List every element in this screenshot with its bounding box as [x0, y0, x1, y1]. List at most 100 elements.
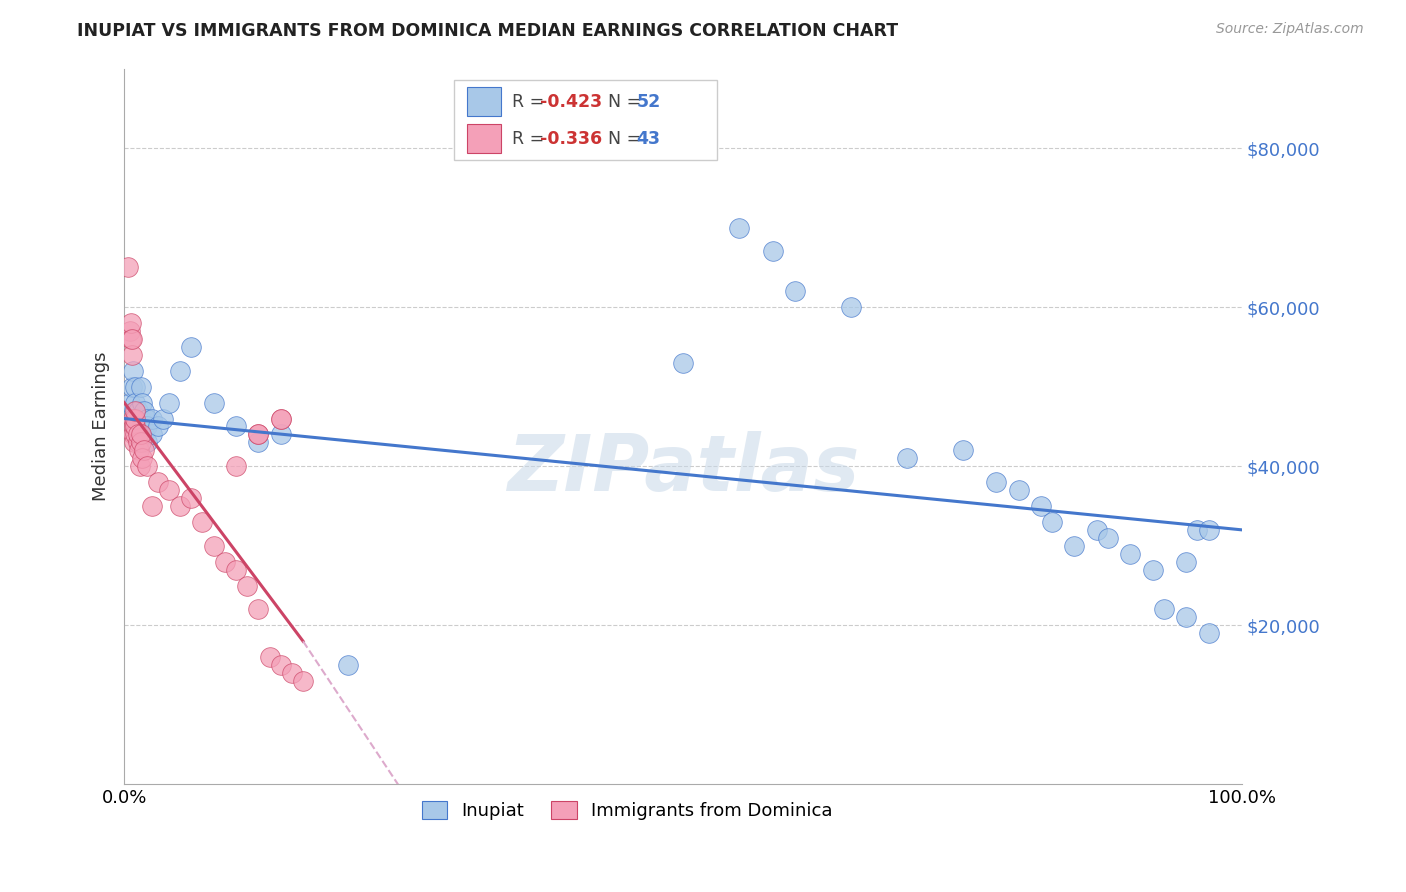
FancyBboxPatch shape — [467, 87, 501, 116]
Point — [1085, 523, 1108, 537]
Point — [124, 419, 146, 434]
Point — [122, 364, 145, 378]
Point — [135, 419, 157, 434]
Point — [122, 411, 145, 425]
Point — [1119, 547, 1142, 561]
Point — [247, 427, 270, 442]
Point — [1153, 602, 1175, 616]
FancyBboxPatch shape — [454, 80, 717, 161]
Point — [127, 427, 149, 442]
Point — [146, 475, 169, 490]
Point — [117, 260, 139, 275]
Point — [134, 403, 156, 417]
Point — [839, 300, 862, 314]
Point — [1142, 563, 1164, 577]
Point — [127, 427, 149, 442]
Point — [236, 578, 259, 592]
Text: -0.423: -0.423 — [540, 93, 602, 111]
Point — [1097, 531, 1119, 545]
Point — [127, 403, 149, 417]
Point — [259, 650, 281, 665]
Point — [129, 411, 152, 425]
Point — [225, 459, 247, 474]
Text: R =: R = — [512, 129, 550, 147]
Point — [128, 459, 150, 474]
Point — [141, 411, 163, 425]
Point — [247, 435, 270, 450]
Point — [270, 411, 292, 425]
Point — [129, 435, 152, 450]
Point — [225, 563, 247, 577]
Point — [118, 324, 141, 338]
Point — [336, 658, 359, 673]
Point — [270, 658, 292, 673]
Point — [1198, 626, 1220, 640]
Point — [180, 340, 202, 354]
Text: N =: N = — [609, 129, 647, 147]
Point — [169, 499, 191, 513]
Point — [783, 285, 806, 299]
Legend: Inupiat, Immigrants from Dominica: Inupiat, Immigrants from Dominica — [416, 796, 838, 825]
Point — [157, 483, 180, 497]
Point — [247, 427, 270, 442]
Text: ZIPatlas: ZIPatlas — [508, 432, 859, 508]
Point — [128, 443, 150, 458]
Point — [118, 395, 141, 409]
Point — [281, 666, 304, 681]
Point — [129, 380, 152, 394]
Text: 43: 43 — [636, 129, 661, 147]
Point — [135, 459, 157, 474]
Text: 52: 52 — [636, 93, 661, 111]
Point — [124, 419, 146, 434]
Point — [1187, 523, 1209, 537]
Point — [202, 395, 225, 409]
Point — [124, 380, 146, 394]
Text: N =: N = — [609, 93, 647, 111]
Point — [152, 411, 174, 425]
Point — [131, 395, 153, 409]
Point — [141, 427, 163, 442]
Point — [121, 380, 143, 394]
Point — [134, 427, 156, 442]
Point — [270, 427, 292, 442]
Point — [128, 419, 150, 434]
Point — [124, 427, 146, 442]
Point — [1040, 515, 1063, 529]
Point — [135, 435, 157, 450]
FancyBboxPatch shape — [467, 124, 501, 153]
Point — [122, 427, 145, 442]
Point — [292, 673, 315, 688]
Point — [146, 419, 169, 434]
Point — [124, 411, 146, 425]
Point — [1198, 523, 1220, 537]
Point — [1029, 499, 1052, 513]
Point — [134, 443, 156, 458]
Point — [270, 411, 292, 425]
Text: INUPIAT VS IMMIGRANTS FROM DOMINICA MEDIAN EARNINGS CORRELATION CHART: INUPIAT VS IMMIGRANTS FROM DOMINICA MEDI… — [77, 22, 898, 40]
Point — [1175, 610, 1198, 624]
Point — [127, 435, 149, 450]
Point — [124, 411, 146, 425]
Point — [120, 332, 142, 346]
Point — [124, 403, 146, 417]
Point — [986, 475, 1008, 490]
Point — [129, 427, 152, 442]
Point — [214, 555, 236, 569]
Point — [121, 348, 143, 362]
Point — [225, 419, 247, 434]
Point — [157, 395, 180, 409]
Point — [121, 332, 143, 346]
Point — [1007, 483, 1029, 497]
Point — [135, 411, 157, 425]
Point — [131, 451, 153, 466]
Point — [169, 364, 191, 378]
Point — [124, 395, 146, 409]
Text: R =: R = — [512, 93, 550, 111]
Point — [202, 539, 225, 553]
Point — [141, 499, 163, 513]
Point — [124, 403, 146, 417]
Point — [247, 602, 270, 616]
Point — [728, 220, 751, 235]
Text: Source: ZipAtlas.com: Source: ZipAtlas.com — [1216, 22, 1364, 37]
Point — [952, 443, 974, 458]
